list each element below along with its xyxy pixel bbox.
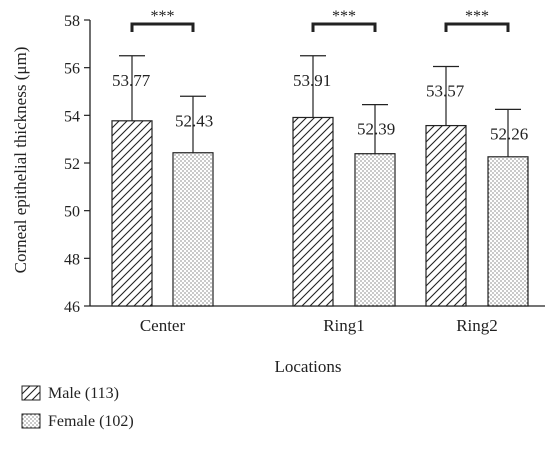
data-labels: 53.77 52.43 53.91 52.39 53.57 52.26 [112,71,528,144]
y-tick-label: 56 [64,61,80,78]
y-tick-label: 48 [64,251,80,268]
data-label: 53.57 [426,81,465,100]
significance-label: *** [151,8,175,25]
significance-brackets: *** *** *** [130,8,510,32]
data-label: 52.43 [175,111,213,130]
y-tick-label: 46 [64,299,80,316]
x-tick-label: Center [140,316,186,335]
significance-label: *** [465,8,489,25]
y-tick-label: 54 [64,108,80,125]
bars [111,55,529,307]
significance-bracket [130,22,195,32]
x-tick-label: Ring1 [323,316,365,335]
y-axis-label: Corneal epithelial thickness (μm) [11,47,30,274]
legend: Male (113) Female (102) [21,385,134,430]
bar [172,152,214,307]
bar [292,116,334,307]
significance-label: *** [332,8,356,25]
bar [111,120,153,307]
x-tick-label: Ring2 [456,316,498,335]
x-axis: Center Ring1 Ring2 [90,305,545,335]
bar [354,153,396,307]
significance-bracket [311,22,377,32]
y-tick-label: 50 [64,204,80,221]
y-tick-label: 52 [64,156,80,173]
bar [425,124,467,307]
data-label: 53.91 [293,71,331,90]
legend-swatch [21,385,41,401]
bar [487,156,529,307]
legend-label: Female (102) [48,413,134,430]
y-axis: 46 48 50 52 54 56 58 [64,13,91,316]
legend-swatch [21,413,41,429]
legend-label: Male (113) [48,385,119,402]
data-label: 52.26 [490,124,528,143]
data-label: 53.77 [112,71,151,90]
x-axis-label: Locations [274,357,341,376]
data-label: 52.39 [357,120,395,139]
significance-bracket [444,22,510,32]
y-tick-label: 58 [64,13,80,30]
